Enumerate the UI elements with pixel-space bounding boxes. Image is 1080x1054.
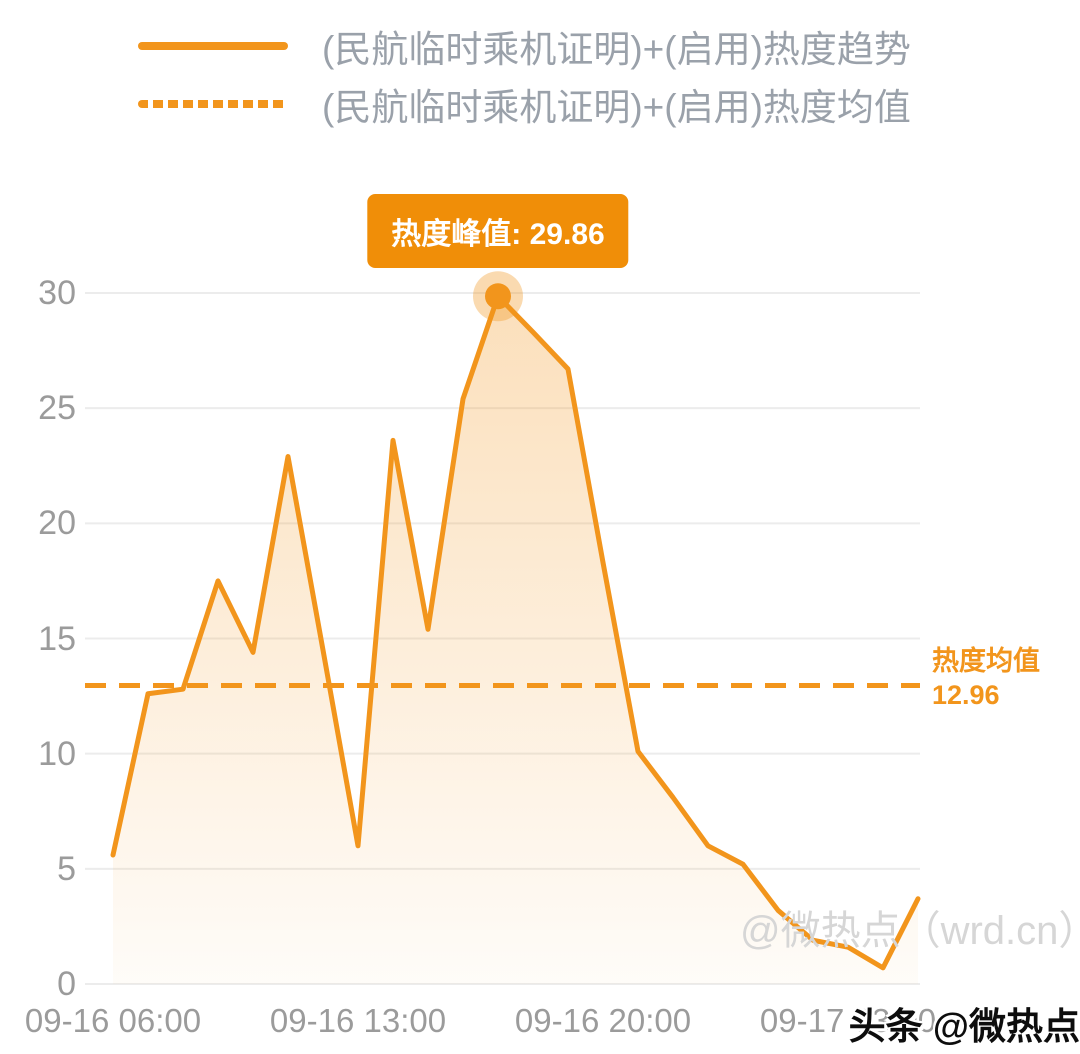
legend-item-trend[interactable]: (民航临时乘机证明)+(启用)热度趋势 <box>138 24 911 70</box>
mean-annotation-value: 12.96 <box>932 680 1000 710</box>
y-axis-tick-label: 20 <box>38 504 76 543</box>
peak-marker-dot <box>485 283 511 310</box>
legend-dashed-line-icon <box>138 100 288 108</box>
legend-mean-label: (民航临时乘机证明)+(启用)热度均值 <box>322 87 911 128</box>
y-axis-tick-label: 30 <box>38 274 76 312</box>
y-axis-tick-label: 0 <box>57 965 76 1003</box>
x-axis-tick-label: 09-16 06:00 <box>24 1002 202 1039</box>
peak-tooltip: 热度峰值: 29.86 <box>367 194 629 268</box>
chart-legend: (民航临时乘机证明)+(启用)热度趋势 (民航临时乘机证明)+(启用)热度均值 <box>138 24 911 128</box>
legend-solid-line-icon <box>138 42 288 50</box>
y-axis-tick-label: 25 <box>38 389 76 428</box>
legend-trend-label: (民航临时乘机证明)+(启用)热度趋势 <box>322 29 911 70</box>
mean-line-annotation: 热度均值 12.96 <box>932 644 1040 712</box>
y-axis-tick-label: 5 <box>57 849 76 888</box>
x-axis-tick-label: 09-16 13:00 <box>269 1002 447 1039</box>
x-axis-tick-label: 09-17 03:00 <box>759 1002 937 1039</box>
mean-annotation-title: 热度均值 <box>932 646 1040 676</box>
chart-watermark: @微热点（wrd.cn） <box>740 909 1080 953</box>
series-layer <box>85 271 921 984</box>
x-axis-tick-label: 09-16 20:00 <box>514 1002 692 1039</box>
legend-item-mean[interactable]: (民航临时乘机证明)+(启用)热度均值 <box>138 82 911 128</box>
y-axis-tick-label: 15 <box>38 619 76 658</box>
corner-watermark: 头条 @微热点 <box>848 1006 1080 1047</box>
y-axis-tick-label: 10 <box>38 734 76 773</box>
